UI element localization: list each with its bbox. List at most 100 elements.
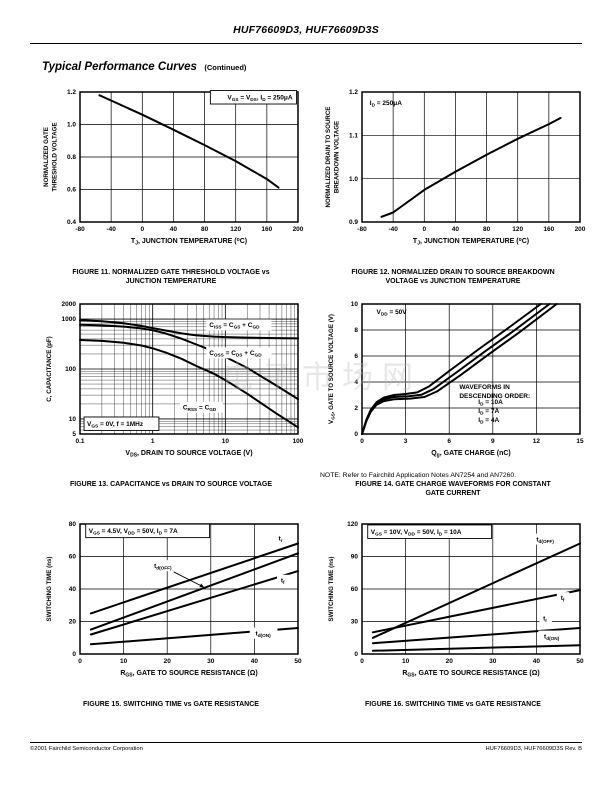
x-tick-label: 80: [201, 226, 209, 233]
x-tick-label: 10: [402, 658, 410, 665]
x-tick-label: 1: [151, 438, 155, 445]
series-td-on: [371, 644, 581, 652]
y-tick-label: 0.8: [67, 154, 76, 161]
annotation-arrow: [199, 583, 205, 588]
y-axis-label: NORMALIZED DRAIN TO SOURCE: [325, 107, 332, 208]
x-tick-label: 120: [230, 226, 241, 233]
figure-11-chart: -80 -40 0 40 80 120 160 200 0.4 0.6 0.8 1.0 1.2 TJ, J…: [43, 89, 304, 247]
x-tick-label: 0: [140, 226, 144, 233]
x-tick-label: 3: [404, 438, 408, 445]
x-tick-label: 0: [78, 658, 82, 665]
x-tick-label: 0: [360, 438, 364, 445]
chart-annotation: VGS = 4.5V, VDD = 50V, ID = 7A: [89, 528, 178, 536]
y-tick-label: 90: [351, 554, 359, 561]
x-tick-label: -80: [75, 226, 85, 233]
x-tick-label: -40: [106, 226, 116, 233]
x-tick-label: 0: [360, 658, 364, 665]
figure-14-note: NOTE: Refer to Fairchild Application Not…: [320, 472, 517, 479]
x-tick-label: 80: [483, 226, 491, 233]
x-tick-label: 50: [294, 658, 302, 665]
y-tick-label: 120: [347, 521, 358, 528]
y-tick-label: 0: [354, 431, 358, 438]
x-tick-label: 20: [446, 658, 454, 665]
figure-15: 0 10 20 30 40 50 0 20 40 60 80 RGS, GATE TO SOURCE …: [36, 516, 306, 721]
chart-annotation: ID = 4A: [478, 417, 499, 425]
y-tick-label: 30: [351, 619, 359, 626]
y-axis-label: SWITCHING TIME (ns): [328, 557, 335, 622]
figure-14: 0 3 6 9 12 15 0 2 4 6 8 10 Qg, GATE CHARGE (nC) VGS, …: [318, 296, 588, 516]
grid: [362, 304, 580, 434]
figure-15-caption: FIGURE 15. SWITCHING TIME vs GATE RESIST…: [83, 701, 259, 708]
chart-annotation: VGS = VDS, ID = 250μA: [227, 94, 292, 102]
x-tick-label: -40: [388, 226, 398, 233]
y-axis-label: THRESHOLD VOLTAGE: [52, 122, 59, 191]
chart-annotation: tr: [279, 535, 283, 543]
y-tick-label: 1.1: [349, 133, 358, 140]
y-tick-label: 60: [351, 586, 359, 593]
series-tf: [89, 570, 299, 636]
x-tick-label: 40: [452, 226, 460, 233]
series-crss: [79, 339, 299, 429]
series-td-off: [89, 552, 299, 631]
chart-annotation: CRSS = CGD: [183, 404, 217, 412]
chart-annotation: CISS = CGS + CGD: [209, 322, 260, 330]
x-tick-label: 10: [222, 438, 230, 445]
x-tick-label: 40: [170, 226, 178, 233]
figure-13: 0.1 1 10 100 5 10 100 1000 2000 VDS, DRAIN TO SOU…: [36, 296, 306, 516]
x-axis-label: TJ, JUNCTION TEMPERATURE (oC): [413, 237, 529, 247]
x-tick-label: 50: [576, 658, 584, 665]
y-tick-label: 0.6: [67, 187, 76, 194]
series-gate-charge-id-10a: [361, 303, 542, 435]
figure-13-chart: 0.1 1 10 100 5 10 100 1000 2000 VDS, DRAIN TO SOU…: [46, 301, 304, 458]
y-axis-label: VGS, GATE TO SOURCE VOLTAGE (V): [328, 314, 335, 424]
figure-16-chart: 0 10 20 30 40 50 0 30 60 90 120 RGS, GATE TO SOURCE…: [328, 521, 584, 679]
series-normalized-gate-threshold-voltage: [98, 94, 280, 189]
series-gate-charge-id-4a: [361, 303, 558, 435]
x-tick-label: 9: [491, 438, 495, 445]
header-rule: [30, 43, 582, 44]
chart-annotation: td(OFF): [154, 563, 172, 571]
footer-doc-id: HUF76609D3, HUF76609D3S Rev. B: [485, 746, 582, 752]
x-tick-label: 120: [512, 226, 523, 233]
y-tick-label: 5: [72, 431, 76, 438]
figure-16: 0 10 20 30 40 50 0 30 60 90 120 RGS, GATE TO SOURCE…: [318, 516, 588, 721]
series-tf: [371, 589, 581, 634]
figure-16-caption: FIGURE 16. SWITCHING TIME vs GATE RESIST…: [365, 701, 541, 708]
figure-11-caption: FIGURE 11. NORMALIZED GATE THRESHOLD VOL…: [72, 269, 270, 285]
y-tick-label: 10: [69, 416, 77, 423]
grid: [80, 524, 298, 654]
y-tick-label: 40: [69, 586, 77, 593]
chart-annotation: ID = 7A: [478, 408, 499, 416]
x-axis-label: TJ, JUNCTION TEMPERATURE (oC): [131, 237, 247, 247]
y-tick-label: 1.2: [67, 89, 76, 96]
x-tick-label: 12: [533, 438, 541, 445]
series-tr: [371, 627, 581, 645]
chart-annotation: td(ON): [256, 630, 272, 638]
y-tick-label: 8: [354, 327, 358, 334]
x-tick-label: 20: [164, 658, 172, 665]
series-coss: [79, 323, 299, 401]
x-axis-label: RGS, GATE TO SOURCE RESISTANCE (Ω): [402, 670, 539, 679]
figure-12-caption: FIGURE 12. NORMALIZED DRAIN TO SOURCE BR…: [351, 269, 555, 285]
x-tick-label: 0.1: [75, 438, 84, 445]
y-tick-label: 1.0: [67, 122, 76, 129]
figures-grid: -80 -40 0 40 80 120 160 200 0.4 0.6 0.8 1.0 1.2 TJ, J…: [36, 84, 588, 721]
section-suffix: (Continued): [204, 63, 247, 72]
chart-annotation: td(OFF): [536, 536, 554, 544]
chart-annotation: ID = 10A: [478, 399, 503, 407]
x-tick-label: 200: [575, 226, 586, 233]
x-tick-label: 100: [293, 438, 304, 445]
y-axis-label: C, CAPACITANCE (pF): [46, 336, 53, 401]
y-tick-label: 0: [354, 651, 358, 658]
figure-11: -80 -40 0 40 80 120 160 200 0.4 0.6 0.8 1.0 1.2 TJ, J…: [36, 84, 306, 296]
y-tick-label: 60: [69, 554, 77, 561]
chart-annotation: COSS = CDS + CGD: [209, 350, 262, 358]
y-tick-label: 1000: [62, 316, 77, 323]
y-tick-label: 4: [354, 379, 358, 386]
figure-12-chart: -80 -40 0 40 80 120 160 200 0.9 1.0 1.1 1.2 TJ, JUNC…: [325, 89, 586, 247]
chart-annotation: WAVEFORMS IN: [459, 384, 510, 391]
chart-annotation: DESCENDING ORDER:: [459, 393, 530, 400]
y-axis-label: SWITCHING TIME (ns): [46, 557, 53, 622]
figure-15-chart: 0 10 20 30 40 50 0 20 40 60 80 RGS, GATE TO SOURCE …: [46, 521, 302, 678]
